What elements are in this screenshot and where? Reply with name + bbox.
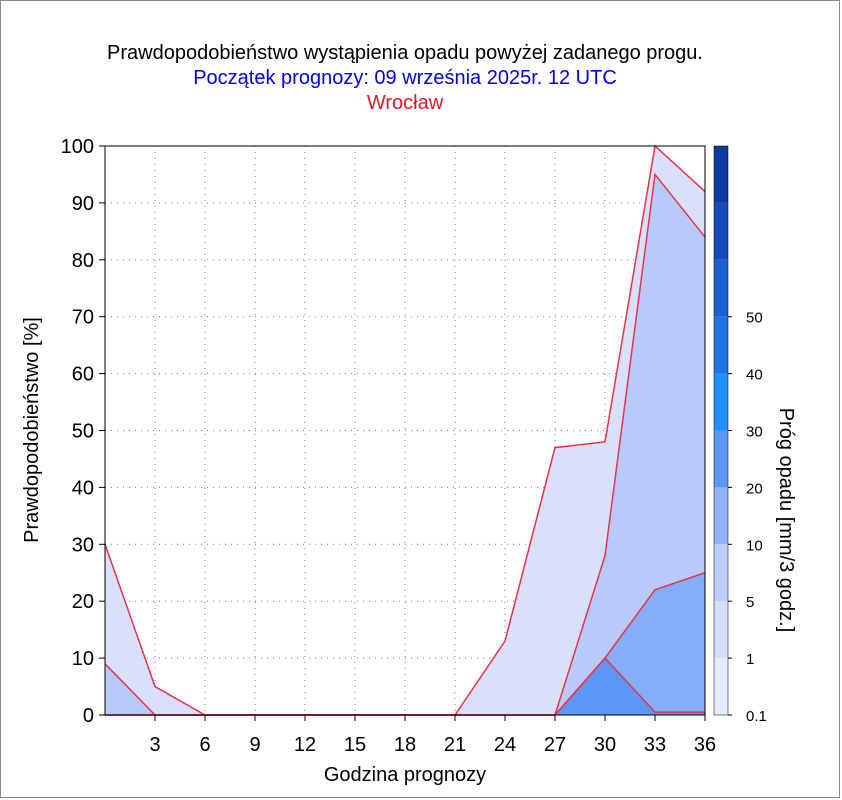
colorbar-segment xyxy=(714,202,728,260)
y-tick-label: 30 xyxy=(72,534,94,556)
x-tick-label: 30 xyxy=(594,734,616,756)
area-threshold-0.1 xyxy=(105,146,705,715)
x-tick-label: 15 xyxy=(344,734,366,756)
chart-subtitle: Początek prognozy: 09 września 2025r. 12… xyxy=(193,67,617,89)
colorbar-segment xyxy=(714,146,728,203)
colorbar-tick-label: 0.1 xyxy=(746,708,767,725)
x-tick-label: 21 xyxy=(444,734,466,756)
colorbar-segment xyxy=(714,601,728,659)
colorbar-tick-label: 30 xyxy=(746,424,763,441)
x-tick-label: 27 xyxy=(544,734,566,756)
y-tick-label: 50 xyxy=(72,421,94,443)
y-tick-label: 80 xyxy=(72,250,94,272)
y-tick-label: 100 xyxy=(61,136,94,158)
colorbar-tick-label: 5 xyxy=(746,594,754,611)
x-tick-label: 12 xyxy=(294,734,316,756)
colorbar-tick-label: 40 xyxy=(746,367,763,384)
colorbar-tick-label: 50 xyxy=(746,310,763,327)
colorbar-segment xyxy=(714,259,728,317)
chart-location: Wrocław xyxy=(366,92,444,114)
x-tick-label: 3 xyxy=(149,734,160,756)
y-tick-label: 40 xyxy=(72,477,94,499)
colorbar-segment xyxy=(714,316,728,374)
y-tick-label: 70 xyxy=(72,307,94,329)
colorbar-segment xyxy=(714,373,728,431)
axes xyxy=(99,145,706,721)
x-axis-label: Godzina prognozy xyxy=(324,764,486,786)
x-tick-label: 36 xyxy=(694,734,716,756)
y-axis-label: Prawdopodobieństwo [%] xyxy=(21,317,43,543)
x-tick-label: 24 xyxy=(494,734,516,756)
colorbar-tick-label: 10 xyxy=(746,537,763,554)
colorbar: 0.1 1 5 10 20 30 40 50 xyxy=(713,145,767,725)
colorbar-segment xyxy=(714,544,728,602)
colorbar-label: Próg opadu [mm/3 godz.] xyxy=(775,408,797,633)
chart-title: Prawdopodobieństwo wystąpienia opadu pow… xyxy=(107,42,703,64)
y-tick-label: 0 xyxy=(83,705,94,727)
x-tick-label: 9 xyxy=(249,734,260,756)
colorbar-segment xyxy=(714,487,728,545)
colorbar-tick-label: 20 xyxy=(746,480,763,497)
y-tick-label: 60 xyxy=(72,364,94,386)
y-tick-label: 20 xyxy=(72,591,94,613)
tick-labels: 3 6 9 12 15 18 21 24 27 30 33 360102030405060708090… xyxy=(61,136,717,756)
y-tick-label: 90 xyxy=(72,193,94,215)
colorbar-tick-label: 1 xyxy=(746,651,754,668)
y-tick-label: 10 xyxy=(72,648,94,670)
x-tick-label: 33 xyxy=(644,734,666,756)
colorbar-segment xyxy=(714,430,728,488)
area-threshold-10 xyxy=(105,658,705,715)
x-tick-label: 6 xyxy=(199,734,210,756)
x-tick-label: 18 xyxy=(394,734,416,756)
colorbar-segment xyxy=(714,658,728,715)
